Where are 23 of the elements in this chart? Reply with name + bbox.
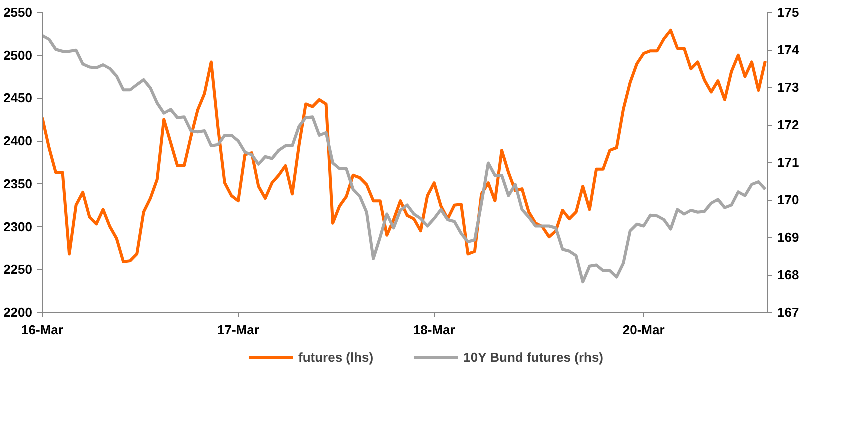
y2-tick-label: 170: [778, 192, 800, 208]
legend-label: 10Y Bund futures (rhs): [464, 350, 604, 364]
y2-tick-label: 169: [778, 230, 800, 245]
y-tick-label: 2350: [4, 176, 32, 192]
y2-tick-label: 173: [778, 80, 800, 95]
y2-tick-label: 172: [778, 118, 800, 132]
y-tick-label: 2300: [4, 219, 32, 234]
y2-tick-label: 167: [778, 305, 800, 320]
y2-tick-label: 175: [778, 5, 800, 20]
y2-tick-label: 168: [778, 268, 800, 282]
y2-tick-label: 174: [778, 42, 800, 58]
legend-label: futures (lhs): [298, 350, 374, 364]
x-tick-label: 16-Mar: [22, 322, 64, 338]
x-tick-label: 20-Mar: [622, 322, 665, 338]
y2-tick-label: 171: [778, 155, 800, 170]
y-tick-label: 2450: [4, 90, 32, 106]
y-tick-label: 2500: [4, 48, 32, 63]
y-tick-label: 2200: [4, 305, 32, 320]
x-tick-label: 18-Mar: [413, 322, 456, 338]
y-tick-label: 2550: [4, 5, 32, 20]
y-tick-label: 2400: [4, 134, 32, 149]
x-tick-label: 17-Mar: [217, 322, 260, 338]
y-tick-label: 2250: [4, 262, 32, 278]
